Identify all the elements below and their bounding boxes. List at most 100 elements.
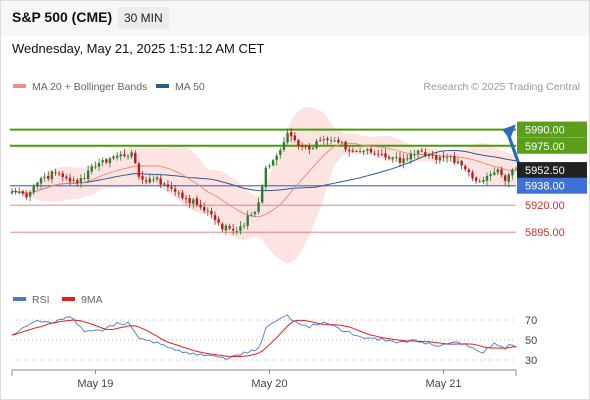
candle (86, 165, 90, 183)
candle (474, 176, 478, 184)
candle-body (192, 199, 195, 204)
candle (83, 173, 86, 181)
candle-body (493, 172, 496, 175)
candle-body (210, 210, 213, 215)
legend-label-1: MA 50 (175, 81, 205, 93)
candle-body (478, 180, 481, 182)
candle-body (337, 139, 340, 143)
candle-body (395, 156, 398, 158)
rsi-legend-label-0: RSI (32, 294, 50, 306)
candle-body (246, 215, 249, 226)
candle-body (188, 198, 191, 204)
x-label-1: May 20 (251, 378, 287, 390)
candle (170, 181, 173, 192)
candle-body (289, 132, 293, 137)
candle-body (155, 177, 159, 180)
candle (123, 149, 126, 158)
candle (358, 147, 362, 154)
candle (514, 166, 518, 171)
candle (126, 154, 130, 160)
candle-body (402, 158, 405, 164)
candle-body (39, 178, 43, 184)
candle-body (228, 226, 231, 229)
candle-body (72, 179, 75, 181)
candle-body (322, 139, 326, 141)
candle (308, 143, 311, 155)
candle (431, 150, 434, 160)
candle (427, 152, 431, 159)
candle (61, 170, 64, 182)
candle (50, 170, 54, 184)
candle-body (126, 156, 130, 158)
level-label-4: 5920.00 (525, 200, 565, 212)
candle (282, 136, 286, 152)
candle-body (148, 178, 151, 183)
candle (471, 169, 474, 181)
candle-body (442, 156, 445, 158)
candle-body (36, 182, 39, 187)
candle-body (384, 153, 387, 158)
level-label-2-box (517, 162, 587, 179)
forecast-arrow-head (502, 124, 516, 140)
candle-body (308, 146, 311, 150)
candle (148, 174, 151, 184)
candle-body (271, 160, 275, 166)
level-label-1-box (517, 137, 587, 154)
candle (25, 190, 28, 200)
candle (279, 147, 282, 159)
research-credit: Research © 2025 Trading Central (423, 81, 580, 93)
candle-body (264, 167, 268, 188)
candle-body (275, 155, 278, 161)
candle-body (438, 157, 442, 161)
candle (380, 149, 384, 156)
candle-body (304, 146, 307, 148)
candle (224, 223, 228, 235)
candle-body (65, 176, 68, 179)
candle-body (195, 198, 199, 205)
candle (90, 163, 93, 175)
ma50-line (11, 149, 517, 194)
candle-body (507, 174, 510, 182)
candle-body (83, 178, 86, 179)
candle (511, 167, 514, 180)
candle (54, 168, 57, 176)
candle-body (152, 179, 155, 181)
candle (326, 136, 329, 145)
level-label-2: 5952.50 (525, 165, 565, 177)
candle (395, 152, 398, 162)
candle (231, 223, 235, 235)
candle (493, 167, 496, 176)
candle (500, 166, 503, 178)
candle (115, 151, 119, 161)
candle (456, 157, 460, 165)
candle (97, 158, 101, 172)
candle-body (47, 175, 50, 179)
candle (141, 171, 144, 184)
candle-body (293, 135, 297, 141)
candle (246, 210, 249, 230)
candle (489, 170, 492, 182)
candle-body (101, 160, 104, 163)
candle (32, 183, 35, 196)
candle (387, 155, 391, 160)
candle-body (453, 155, 456, 163)
candle (173, 185, 177, 196)
candle (202, 202, 206, 214)
candle-body (242, 225, 246, 227)
candle-body (464, 166, 467, 170)
candle-body (86, 170, 90, 180)
candle-body (333, 140, 336, 142)
candle-body (90, 166, 93, 172)
candle (163, 181, 166, 186)
candle (402, 153, 405, 169)
candle-body (177, 192, 180, 194)
candle-body (257, 202, 260, 212)
candle-body (97, 163, 101, 167)
candle (39, 176, 43, 189)
candle-body (25, 193, 28, 198)
candle-body (108, 158, 112, 164)
candle (119, 150, 122, 161)
candle (268, 163, 271, 169)
candle (271, 158, 275, 167)
timeframe-badge[interactable]: 30 MIN (118, 7, 169, 29)
